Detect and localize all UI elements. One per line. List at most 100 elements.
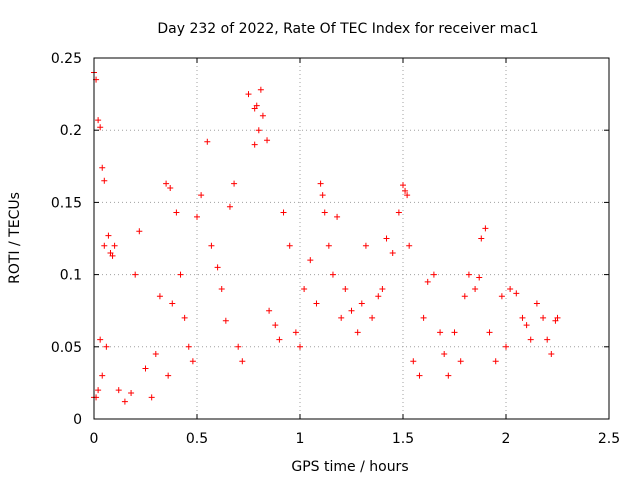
data-point bbox=[280, 209, 287, 216]
data-point bbox=[95, 387, 102, 394]
data-point bbox=[105, 232, 112, 239]
data-point bbox=[239, 358, 246, 365]
data-point bbox=[519, 314, 526, 321]
data-point bbox=[97, 336, 104, 343]
data-point bbox=[301, 286, 308, 293]
data-point bbox=[325, 242, 332, 249]
data-point bbox=[272, 322, 279, 329]
data-point bbox=[383, 235, 390, 242]
data-point bbox=[465, 271, 472, 278]
data-point bbox=[194, 213, 200, 220]
data-point bbox=[430, 271, 437, 278]
y-tick-label: 0.15 bbox=[51, 195, 82, 211]
data-point bbox=[169, 300, 176, 307]
data-point bbox=[492, 358, 499, 365]
data-point bbox=[424, 278, 431, 285]
data-point bbox=[482, 225, 489, 232]
data-point bbox=[313, 300, 320, 307]
x-axis-title: GPS time / hours bbox=[291, 459, 408, 475]
data-point bbox=[132, 271, 139, 278]
data-point bbox=[441, 351, 448, 358]
data-point bbox=[402, 187, 409, 194]
data-point bbox=[437, 329, 444, 336]
data-point bbox=[111, 242, 118, 249]
data-point bbox=[498, 293, 505, 300]
data-point bbox=[476, 274, 483, 281]
data-point bbox=[286, 242, 293, 249]
data-point bbox=[109, 252, 116, 259]
data-point bbox=[457, 358, 464, 365]
data-point bbox=[181, 314, 188, 321]
data-point bbox=[513, 290, 520, 297]
data-point bbox=[523, 322, 530, 329]
data-point bbox=[177, 271, 184, 278]
data-point bbox=[420, 314, 427, 321]
data-point bbox=[173, 209, 180, 216]
data-point bbox=[319, 192, 326, 199]
y-axis-title: ROTI / TECUs bbox=[7, 192, 23, 284]
data-point bbox=[167, 184, 174, 191]
data-point bbox=[222, 317, 229, 324]
data-point bbox=[97, 124, 104, 131]
y-tick-label: 0.25 bbox=[51, 51, 82, 67]
data-point bbox=[338, 314, 345, 321]
data-point bbox=[317, 180, 324, 187]
data-point bbox=[321, 209, 328, 216]
data-point bbox=[292, 329, 299, 336]
data-point bbox=[163, 180, 170, 187]
data-point bbox=[307, 257, 314, 264]
data-point bbox=[416, 372, 423, 379]
data-point bbox=[264, 137, 271, 144]
plot-frame bbox=[93, 57, 610, 420]
x-tick-label: 1 bbox=[296, 431, 305, 447]
chart-title: Day 232 of 2022, Rate Of TEC Index for r… bbox=[157, 21, 538, 37]
data-points bbox=[91, 69, 561, 405]
data-point bbox=[115, 387, 122, 394]
data-point bbox=[472, 286, 479, 293]
data-point bbox=[554, 314, 561, 321]
data-point bbox=[342, 286, 349, 293]
data-point bbox=[142, 365, 149, 372]
data-point bbox=[251, 141, 258, 148]
x-tick-label: 2.5 bbox=[598, 431, 620, 447]
data-point bbox=[148, 394, 155, 401]
data-point bbox=[451, 329, 458, 336]
data-point bbox=[198, 192, 205, 199]
grid-lines bbox=[94, 58, 609, 419]
data-point bbox=[121, 398, 128, 405]
data-point bbox=[445, 372, 452, 379]
data-point bbox=[461, 293, 468, 300]
data-point bbox=[334, 213, 341, 220]
data-point bbox=[231, 180, 238, 187]
data-point bbox=[103, 343, 110, 350]
data-point bbox=[348, 307, 355, 314]
data-point bbox=[185, 343, 192, 350]
data-point bbox=[99, 372, 106, 379]
data-point bbox=[253, 102, 260, 109]
y-tick-label: 0.05 bbox=[51, 340, 82, 356]
data-point bbox=[235, 343, 242, 350]
data-point bbox=[362, 242, 369, 249]
data-point bbox=[259, 112, 266, 119]
data-point bbox=[214, 264, 221, 271]
data-point bbox=[95, 117, 102, 124]
data-point bbox=[533, 300, 540, 307]
data-point bbox=[329, 271, 336, 278]
data-point bbox=[404, 192, 411, 199]
data-point bbox=[99, 164, 106, 171]
data-point bbox=[548, 351, 555, 358]
data-point bbox=[354, 329, 361, 336]
data-point bbox=[478, 235, 485, 242]
data-point bbox=[507, 286, 514, 293]
y-tick-label: 0.2 bbox=[60, 123, 82, 139]
data-point bbox=[276, 336, 283, 343]
data-point bbox=[486, 329, 493, 336]
data-point bbox=[379, 286, 386, 293]
y-tick-label: 0 bbox=[73, 412, 82, 428]
data-point bbox=[204, 138, 211, 145]
axis-ticks: 0 0.5 1 1.5 2 2.5 0 0.05 0.1 0.15 0.2 0.25 bbox=[51, 51, 620, 447]
data-point bbox=[218, 286, 225, 293]
data-point bbox=[297, 343, 303, 350]
x-tick-label: 0.5 bbox=[186, 431, 208, 447]
data-point bbox=[101, 177, 108, 184]
